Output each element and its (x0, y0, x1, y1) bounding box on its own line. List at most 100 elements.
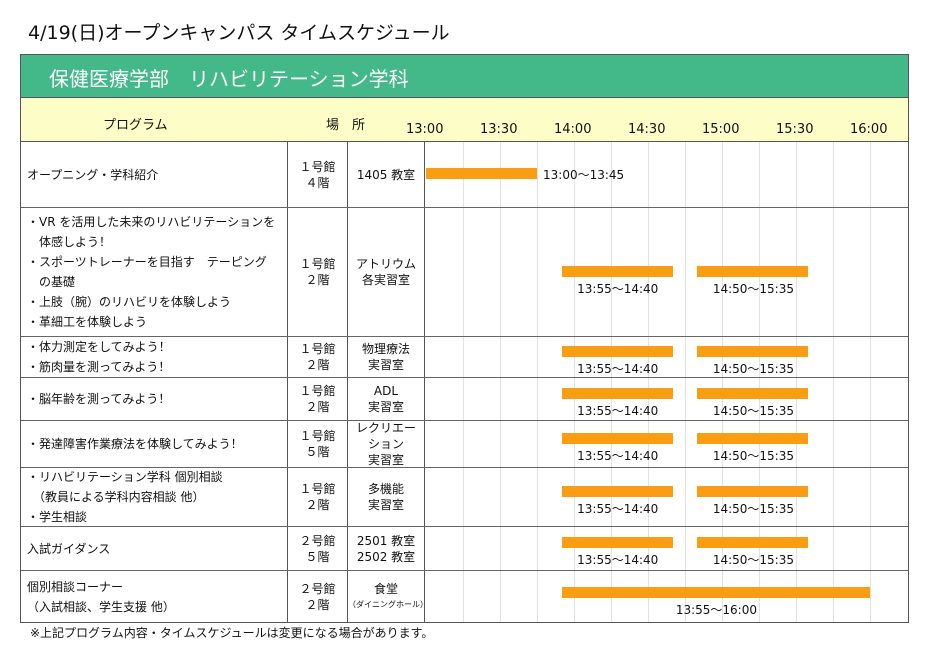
room-cell-line: 1405 教室 (356, 167, 416, 182)
room-cell-line: 実習室 (367, 453, 404, 467)
room-cell-line: 2502 教室 (356, 549, 416, 564)
session-time-label: 13:55～14:40 (577, 501, 659, 516)
room-cell-line: ADL (373, 384, 399, 398)
grid-line (685, 142, 686, 622)
building-cell-line: １号館 (299, 429, 336, 443)
table-header: プログラム 場 所 13:00 13:30 14:00 14:30 15:00 15:30… (20, 97, 909, 142)
building-cell-line: １号館 (299, 342, 336, 356)
building-cell-line: １号館 (299, 257, 336, 271)
session-bar (697, 266, 809, 277)
building-cell-line: ２階 (305, 598, 330, 612)
session-bar (697, 537, 809, 548)
department-banner: 保健医療学部 リハビリテーション学科 (20, 54, 909, 98)
session-bar (561, 537, 673, 548)
footnote: ※上記プログラム内容・タイムスケジュールは変更になる場合があります。 (30, 626, 434, 640)
session-bar (561, 485, 673, 497)
header-program: プログラム (103, 118, 168, 133)
schedule-row: オープニング・学科紹介 １号館 ４階 1405 教室 13:00～13:45 (21, 142, 908, 208)
program-cell-line: ・革細工を体験しよう (27, 315, 148, 329)
building-cell: ２号館 ５階 (288, 527, 348, 570)
schedule-grid: オープニング・学科紹介 １号館 ４階 1405 教室 13:00～13:45 ・VR を活… (20, 142, 909, 623)
building-cell-line: １号館 (299, 384, 336, 398)
room-cell: レクリエー ション 実習室 (348, 421, 425, 467)
program-cell: ・リハビリテーション学科 個別相談 （教員による学科内容相談 他） ・学生相談 (21, 468, 288, 526)
room-cell-line: 実習室 (367, 400, 404, 414)
program-cell: 個別相談コーナー （入試相談、学生支援 他） (21, 571, 288, 623)
schedule-row: 個別相談コーナー （入試相談、学生支援 他） ２号館 ２階 食堂 （ダイニングホール） 13… (21, 571, 908, 623)
program-cell: ・脳年齢を測ってみよう！ (21, 378, 288, 420)
building-cell: １号館 ２階 (288, 208, 348, 336)
grid-line (722, 142, 723, 622)
time-tick: 16:00 (850, 122, 888, 137)
room-cell-line: 物理療法 (361, 342, 410, 356)
building-cell: １号館 ２階 (288, 378, 348, 420)
session-bar (561, 432, 673, 444)
session-time-label: 14:50～15:35 (712, 448, 794, 463)
session-bar (697, 432, 809, 444)
building-cell: １号館 ２階 (288, 337, 348, 377)
room-cell-line: 2501 教室 (356, 533, 416, 548)
session-bar (561, 587, 870, 598)
time-tick: 13:00 (406, 122, 444, 137)
program-cell-line: 入試ガイダンス (27, 541, 111, 556)
room-cell-line: ション (367, 437, 404, 451)
program-cell: ・体力測定をしてみよう！ ・筋肉量を測ってみよう！ (21, 337, 288, 377)
building-cell-line: １号館 (299, 482, 336, 496)
time-tick: 13:30 (480, 122, 518, 137)
grid-line (833, 142, 834, 622)
building-cell-line: ５階 (305, 445, 330, 459)
program-cell-line: 個別相談コーナー (27, 580, 124, 594)
room-cell-line: 多機能 (367, 482, 404, 496)
building-cell-line: ２号館 (299, 582, 336, 596)
program-cell-line: ・リハビリテーション学科 個別相談 (27, 470, 223, 484)
program-cell-line: ・脳年齢を測ってみよう！ (27, 392, 171, 406)
room-cell-line: 実習室 (367, 358, 404, 372)
program-cell: ・VR を活用した未来のリハビリテーションを 体感しよう！ ・スポーツトレーナーを… (21, 208, 288, 336)
session-time-label: 13:00～13:45 (543, 168, 625, 182)
time-tick: 15:30 (776, 122, 814, 137)
building-cell: １号館 ４階 (288, 142, 348, 207)
building-cell-line: ４階 (305, 175, 330, 190)
room-cell: 物理療法 実習室 (348, 337, 425, 377)
header-place: 場 所 (326, 118, 366, 133)
building-cell-line: ２号館 (299, 533, 336, 548)
grid-line (648, 142, 649, 622)
grid-line (537, 142, 538, 622)
session-time-label: 14:50～15:35 (712, 553, 794, 567)
program-cell-line: ・学生相談 (27, 510, 88, 524)
session-bar (426, 168, 537, 179)
program-cell-line: ・VR を活用した未来のリハビリテーションを (27, 215, 276, 229)
program-cell: 入試ガイダンス (21, 527, 288, 570)
session-time-label: 14:50～15:35 (712, 361, 794, 376)
room-cell-line: アトリウム (355, 257, 416, 271)
session-time-label: 14:50～15:35 (712, 501, 794, 516)
time-tick: 14:00 (554, 122, 592, 137)
building-cell-line: ２階 (305, 400, 330, 414)
room-cell: ADL 実習室 (348, 378, 425, 420)
building-cell-line: ２階 (305, 498, 330, 512)
room-cell: 食堂 （ダイニングホール） (348, 571, 428, 623)
session-bar (697, 485, 809, 497)
session-bar (561, 266, 673, 277)
room-cell: 1405 教室 (348, 142, 425, 207)
program-cell-line: ・体力測定をしてみよう！ (27, 340, 171, 354)
program-cell-line: ・上肢（腕）のリハビリを体験しよう (27, 295, 232, 309)
schedule-row: ・リハビリテーション学科 個別相談 （教員による学科内容相談 他） ・学生相談 １号… (21, 468, 908, 527)
building-cell-line: ２階 (305, 358, 330, 372)
room-cell-line: 各実習室 (361, 273, 410, 287)
schedule-row: 入試ガイダンス ２号館 ５階 2501 教室 2502 教室 13:55～14:40 14:… (21, 527, 908, 571)
grid-line (870, 142, 871, 622)
room-cell: アトリウム 各実習室 (348, 208, 425, 336)
program-cell-line: ・スポーツトレーナーを目指す テーピング (27, 255, 267, 269)
schedule-row: ・体力測定をしてみよう！ ・筋肉量を測ってみよう！ １号館 ２階 物理療法 実習室 13:5… (21, 337, 908, 378)
session-time-label: 13:55～16:00 (675, 603, 757, 617)
time-tick: 15:00 (702, 122, 740, 137)
program-cell: オープニング・学科紹介 (21, 142, 288, 207)
grid-line (796, 142, 797, 622)
room-cell-line: 実習室 (367, 498, 404, 512)
grid-line (500, 142, 501, 622)
building-cell-line: ５階 (305, 549, 330, 564)
program-cell-line: の基礎 (27, 275, 76, 289)
program-cell-line: オープニング・学科紹介 (27, 167, 159, 182)
building-cell: ２号館 ２階 (288, 571, 348, 623)
